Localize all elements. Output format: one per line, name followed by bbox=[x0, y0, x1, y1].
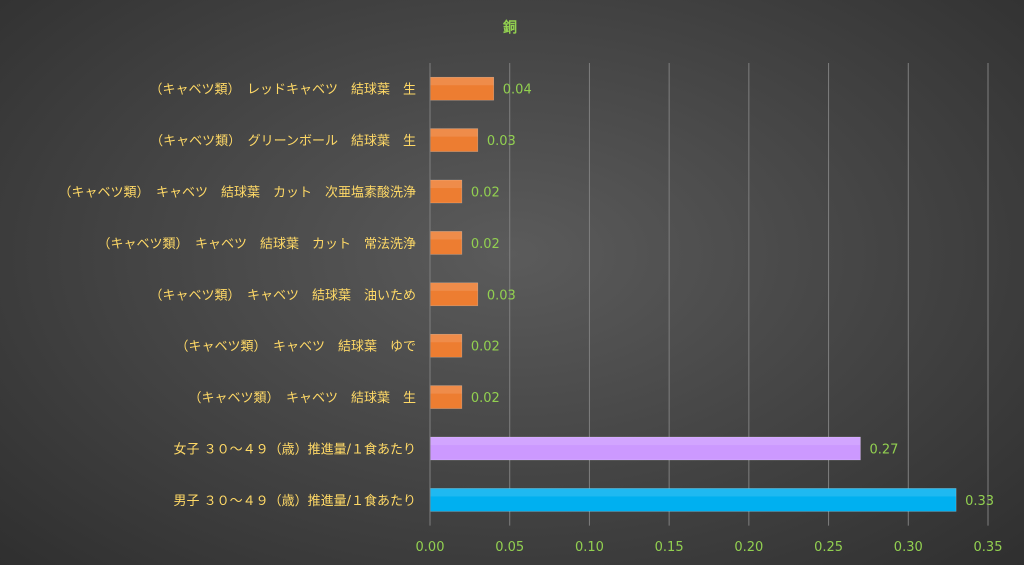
category-label: （キャベツ類） キャベツ 結球葉 カット 常法洗浄 bbox=[97, 237, 416, 252]
category-label: （キャベツ類） キャベツ 結球葉 生 bbox=[188, 391, 416, 406]
bar-highlight bbox=[430, 385, 462, 394]
bar-highlight bbox=[430, 180, 462, 189]
data-label: 0.02 bbox=[471, 186, 500, 201]
x-tick-label: 0.10 bbox=[575, 540, 604, 555]
bar-highlight bbox=[430, 282, 478, 291]
data-label: 0.33 bbox=[965, 494, 994, 509]
category-label: （キャベツ類） キャベツ 結球葉 油いため bbox=[149, 288, 416, 303]
data-label: 0.02 bbox=[471, 340, 500, 355]
category-label: 女子 ３０～４９（歳）推進量/１食あたり bbox=[173, 442, 416, 458]
data-label: 0.03 bbox=[487, 134, 516, 149]
data-label: 0.02 bbox=[471, 391, 500, 406]
x-tick-labels: 0.00 0.05 0.10 0.15 0.20 0.25 0.30 0.35 bbox=[416, 540, 1003, 555]
data-label: 0.04 bbox=[503, 83, 532, 98]
bar-highlight bbox=[430, 334, 462, 343]
bar-highlight bbox=[430, 488, 957, 497]
category-label: （キャベツ類） キャベツ 結球葉 ゆで bbox=[175, 340, 416, 355]
data-labels: 0.04 0.03 0.02 0.02 0.03 0.02 0.02 0.27 0.33 bbox=[471, 83, 994, 509]
x-tick-label: 0.20 bbox=[734, 540, 763, 555]
x-tick-label: 0.00 bbox=[416, 540, 445, 555]
bar-highlight bbox=[430, 437, 861, 446]
bars bbox=[429, 76, 957, 512]
category-label: （キャベツ類） レッドキャベツ 結球葉 生 bbox=[149, 83, 416, 98]
bar-highlight bbox=[430, 128, 478, 137]
category-label: 男子 ３０～４９（歳）推進量/１食あたり bbox=[173, 493, 416, 509]
bar-highlight bbox=[430, 77, 494, 86]
gridlines bbox=[509, 63, 989, 526]
x-tick-label: 0.15 bbox=[655, 540, 684, 555]
data-label: 0.02 bbox=[471, 237, 500, 252]
data-label: 0.03 bbox=[487, 288, 516, 303]
chart-title: 銅 bbox=[503, 19, 517, 36]
category-label: （キャベツ類） グリーンボール 結球葉 生 bbox=[150, 134, 416, 149]
x-tick-label: 0.25 bbox=[814, 540, 843, 555]
data-label: 0.27 bbox=[869, 443, 898, 458]
x-tick-label: 0.30 bbox=[894, 540, 923, 555]
bar-highlight bbox=[430, 231, 462, 240]
category-labels: （キャベツ類） レッドキャベツ 結球葉 生 （キャベツ類） グリーンボール 結球葉… bbox=[58, 83, 416, 509]
x-tick-label: 0.05 bbox=[495, 540, 524, 555]
category-label: （キャベツ類） キャベツ 結球葉 カット 次亜塩素酸洗浄 bbox=[58, 185, 416, 201]
x-tick-label: 0.35 bbox=[974, 540, 1003, 555]
